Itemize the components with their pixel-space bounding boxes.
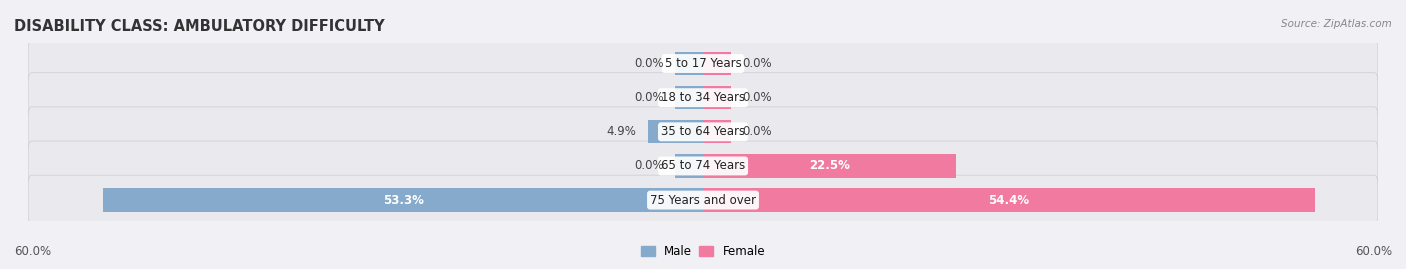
- Text: 4.9%: 4.9%: [607, 125, 637, 138]
- Text: 60.0%: 60.0%: [14, 245, 51, 258]
- FancyBboxPatch shape: [28, 175, 1378, 225]
- Bar: [703, 120, 731, 143]
- Legend: Male, Female: Male, Female: [636, 241, 770, 263]
- Text: 18 to 34 Years: 18 to 34 Years: [661, 91, 745, 104]
- Text: 0.0%: 0.0%: [634, 91, 664, 104]
- Bar: [104, 189, 703, 212]
- Text: 22.5%: 22.5%: [808, 160, 851, 172]
- Text: 60.0%: 60.0%: [1355, 245, 1392, 258]
- Text: 0.0%: 0.0%: [742, 57, 772, 70]
- Text: 53.3%: 53.3%: [382, 194, 423, 207]
- Bar: [703, 52, 731, 75]
- Text: Source: ZipAtlas.com: Source: ZipAtlas.com: [1281, 19, 1392, 29]
- Bar: [703, 154, 956, 178]
- Text: DISABILITY CLASS: AMBULATORY DIFFICULTY: DISABILITY CLASS: AMBULATORY DIFFICULTY: [14, 19, 385, 34]
- Bar: [648, 120, 703, 143]
- Text: 5 to 17 Years: 5 to 17 Years: [665, 57, 741, 70]
- Text: 0.0%: 0.0%: [634, 57, 664, 70]
- Text: 54.4%: 54.4%: [988, 194, 1029, 207]
- Text: 0.0%: 0.0%: [634, 160, 664, 172]
- Text: 0.0%: 0.0%: [742, 91, 772, 104]
- FancyBboxPatch shape: [28, 141, 1378, 191]
- FancyBboxPatch shape: [28, 38, 1378, 89]
- Bar: [703, 189, 1315, 212]
- Text: 65 to 74 Years: 65 to 74 Years: [661, 160, 745, 172]
- FancyBboxPatch shape: [28, 107, 1378, 157]
- Bar: [675, 154, 703, 178]
- Text: 75 Years and over: 75 Years and over: [650, 194, 756, 207]
- FancyBboxPatch shape: [28, 73, 1378, 123]
- Bar: [675, 86, 703, 109]
- Bar: [675, 52, 703, 75]
- Bar: [703, 86, 731, 109]
- Text: 35 to 64 Years: 35 to 64 Years: [661, 125, 745, 138]
- Text: 0.0%: 0.0%: [742, 125, 772, 138]
